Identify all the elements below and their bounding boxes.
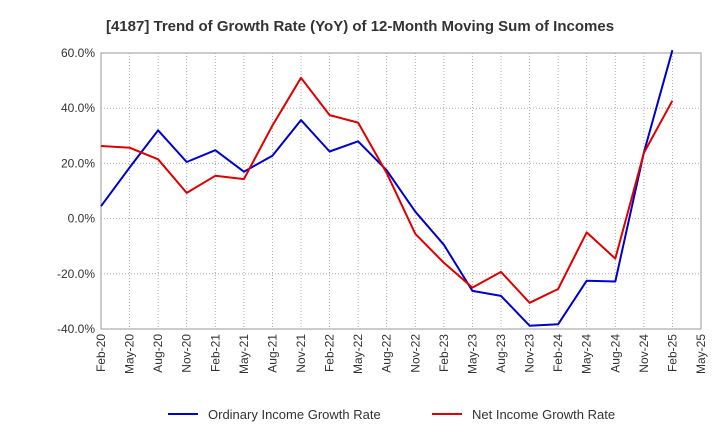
x-tick-label: Nov-21 (294, 334, 308, 373)
x-tick-label: May-20 (123, 334, 137, 374)
x-tick-label: May-25 (694, 334, 708, 374)
legend: Ordinary Income Growth Rate Net Income G… (168, 407, 615, 422)
x-tick-label: May-24 (580, 334, 594, 374)
x-tick-label: Aug-23 (494, 334, 508, 373)
x-tick-label: Aug-21 (265, 334, 279, 373)
legend-label-net-income: Net Income Growth Rate (472, 407, 615, 422)
x-tick-label: May-23 (465, 334, 479, 374)
legend-item-ordinary-income: Ordinary Income Growth Rate (168, 407, 381, 422)
x-tick-label: Aug-20 (151, 334, 165, 373)
chart-title: [4187] Trend of Growth Rate (YoY) of 12-… (106, 18, 614, 35)
y-tick-label: 20.0% (61, 156, 95, 170)
y-tick-label: 60.0% (61, 46, 95, 60)
series-line-0 (100, 49, 674, 327)
series-lines (100, 49, 674, 327)
x-tick-label: Feb-23 (437, 334, 451, 372)
series-line-1 (100, 76, 674, 304)
x-tick-label: May-22 (351, 334, 365, 374)
y-tick-labels: 60.0% 40.0% 20.0% 0.0% -20.0% -40.0% (57, 46, 95, 336)
x-tick-label: Aug-24 (608, 334, 622, 373)
x-tick-label: Nov-23 (523, 334, 537, 373)
legend-label-ordinary-income: Ordinary Income Growth Rate (208, 407, 381, 422)
y-tick-label: -40.0% (57, 322, 95, 336)
x-tick-label: Feb-22 (323, 334, 337, 372)
x-tick-labels: Feb-20 May-20 Aug-20 Nov-20 Feb-21 May-21 Aug-… (94, 334, 708, 374)
y-tick-label: 0.0% (68, 212, 96, 226)
x-tick-label: Feb-21 (208, 334, 222, 372)
x-tick-label: Nov-20 (180, 334, 194, 373)
y-tick-label: -20.0% (57, 267, 95, 281)
legend-item-net-income: Net Income Growth Rate (432, 407, 615, 422)
y-tick-label: 40.0% (61, 101, 95, 115)
x-tick-label: May-21 (237, 334, 251, 374)
x-tick-label: Feb-20 (94, 334, 108, 372)
x-tick-label: Nov-22 (408, 334, 422, 373)
y-gridlines (101, 107, 701, 275)
x-tick-label: Feb-25 (665, 334, 679, 372)
x-tick-label: Feb-24 (551, 334, 565, 372)
x-tick-label: Aug-22 (380, 334, 394, 373)
x-tick-label: Nov-24 (637, 334, 651, 373)
x-gridlines (129, 53, 673, 329)
